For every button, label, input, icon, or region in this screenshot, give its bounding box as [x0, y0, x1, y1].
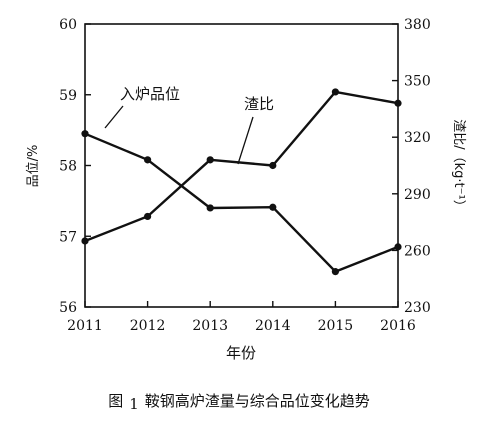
series-line-grade: [84, 132, 399, 273]
series-leader-grade: [104, 105, 124, 129]
series-point-grade: [331, 268, 339, 276]
series-point-slag: [394, 99, 402, 107]
x-tick-label: 2011: [67, 318, 103, 334]
series-point-slag: [206, 156, 214, 164]
x-tick-label: 2015: [318, 318, 354, 334]
series-point-slag: [331, 88, 339, 96]
series-point-slag: [269, 161, 277, 170]
right-tick-label: 230: [404, 300, 431, 316]
x-tick-label: 2012: [130, 318, 166, 334]
left-tick-label: 56: [59, 300, 77, 316]
x-tick-label: 2014: [255, 318, 291, 334]
series-point-grade: [144, 156, 152, 164]
right-tick-label: 320: [404, 130, 431, 146]
caption-prefix: 图: [108, 392, 124, 410]
series-line-slag: [84, 90, 399, 243]
series-lines: [81, 88, 402, 276]
series-point-grade: [269, 203, 277, 211]
x-axis-ticks: 2011 2012 2013 2014 2015 2016: [67, 301, 416, 334]
left-tick-label: 59: [59, 88, 77, 104]
left-tick-label: 58: [59, 159, 77, 175]
series-point-slag: [81, 237, 89, 245]
series-point-grade: [206, 204, 214, 212]
left-tick-label: 57: [59, 229, 77, 245]
y-axis-title-right: 渣比/（kg·t⁻¹）: [451, 119, 466, 212]
right-tick-label: 380: [404, 17, 431, 33]
series-label-grade: 入炉品位: [120, 85, 180, 103]
left-axis-ticks: 56 57 58 59 60: [59, 17, 91, 316]
x-axis-title: 年份: [226, 344, 256, 362]
figure-caption: 图 1 鞍钢高炉渣量与综合品位变化趋势: [0, 390, 478, 413]
series-point-grade: [81, 130, 89, 138]
y-axis-title-left: 品位/%: [26, 145, 41, 188]
x-tick-label: 2013: [192, 318, 228, 334]
series-leader-slag: [237, 116, 254, 165]
series-label-slag: 渣比: [244, 95, 274, 113]
caption-number: 1: [129, 395, 139, 413]
right-axis-ticks: 230 260 290 320 350 380: [392, 17, 431, 316]
caption-text: 鞍钢高炉渣量与综合品位变化趋势: [144, 392, 370, 410]
right-tick-label: 350: [404, 74, 431, 90]
left-tick-label: 60: [59, 17, 77, 33]
series-point-grade: [394, 243, 402, 251]
right-tick-label: 290: [404, 187, 431, 203]
series-point-slag: [144, 212, 152, 221]
x-tick-label: 2016: [380, 318, 416, 334]
right-tick-label: 260: [404, 243, 431, 259]
